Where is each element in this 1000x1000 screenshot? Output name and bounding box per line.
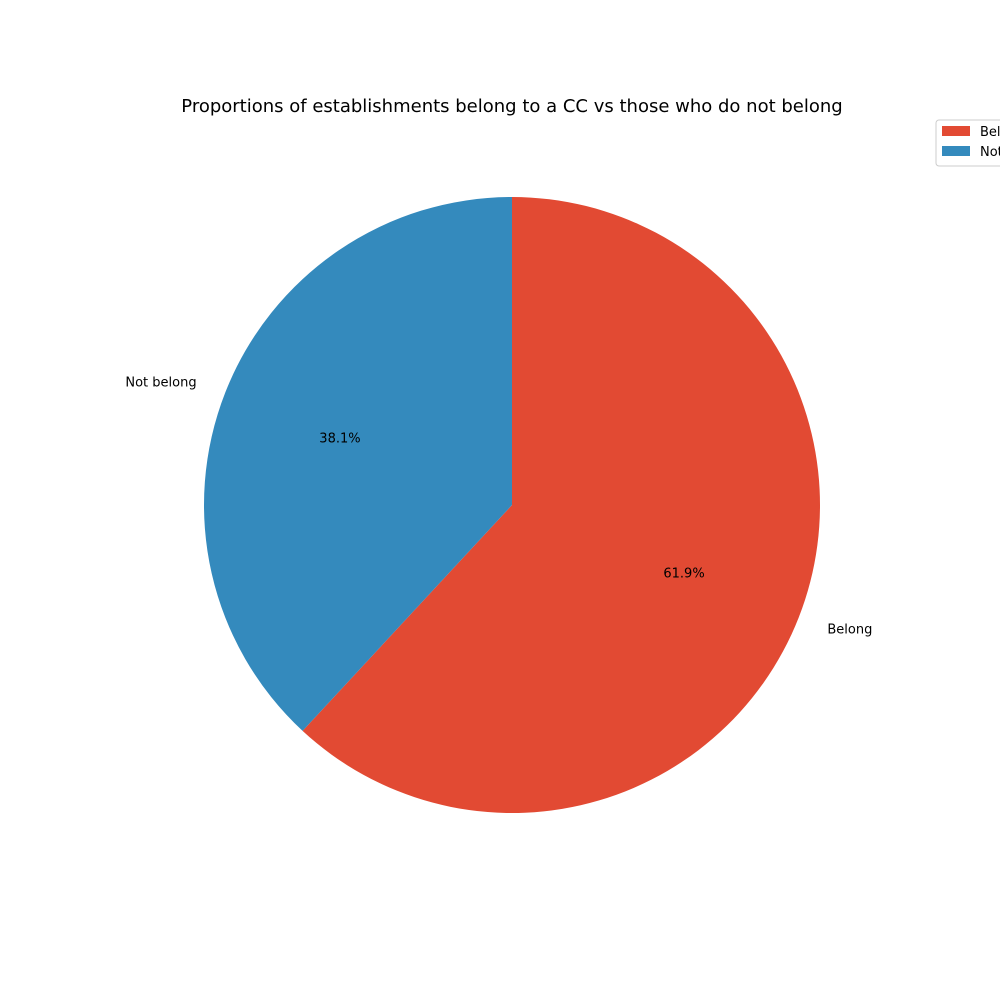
slice-label-not-belong: Not belong	[125, 375, 196, 390]
legend-label-not-belong: Not belong	[980, 145, 1000, 160]
pie-slice-belong	[302, 197, 821, 813]
legend-swatch-belong	[942, 126, 970, 136]
legend-swatch-not-belong	[942, 146, 970, 156]
pie-labels: Belong 61.9% Not belong 38.1%	[125, 375, 872, 637]
chart-title: Proportions of establishments belong to …	[181, 96, 842, 117]
legend: Belong Not belong	[935, 119, 1000, 167]
legend-label-belong: Belong	[980, 125, 1000, 140]
slice-percent-belong: 61.9%	[663, 566, 704, 581]
slice-percent-not-belong: 38.1%	[319, 432, 360, 447]
pie-slices	[204, 197, 821, 813]
slice-label-belong: Belong	[827, 623, 872, 638]
pie-slice-not-belong	[204, 197, 512, 731]
